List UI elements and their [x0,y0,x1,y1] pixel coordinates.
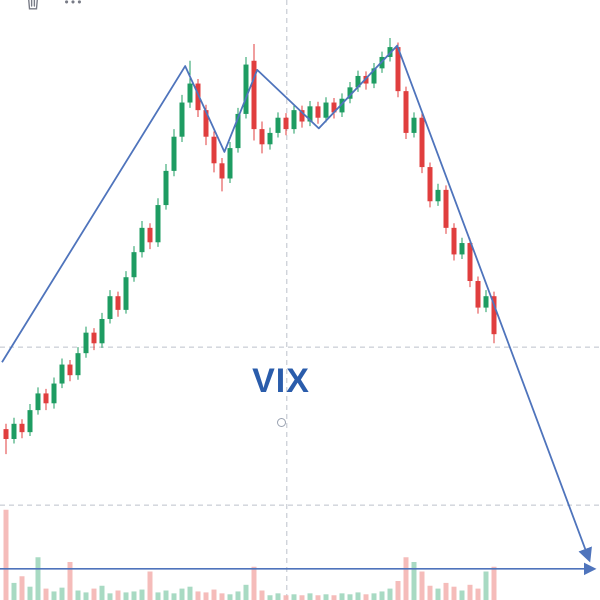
volume-bars [3,509,497,600]
symbol-anchor-circle-icon [277,418,286,427]
symbol-label[interactable]: VIX [252,362,310,400]
grid-dots-icon[interactable] [62,0,84,13]
drawing-toolbar [22,0,84,13]
trendline[interactable] [1,44,592,563]
trash-icon[interactable] [22,0,44,13]
candles-layer [3,37,497,455]
